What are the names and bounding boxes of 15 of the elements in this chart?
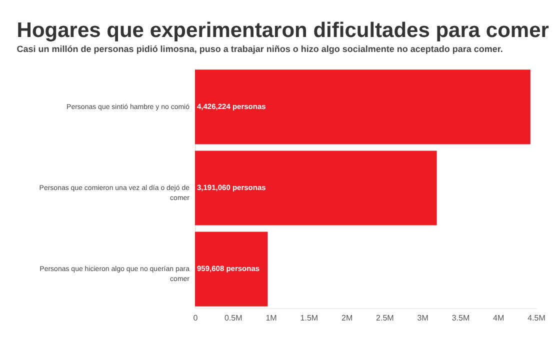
bar [195,70,530,144]
x-tick-label: 3.5M [452,314,470,322]
x-tick-label: 1M [266,314,278,322]
x-tick-label: 1.5M [300,314,318,322]
x-tick-label: 4.5M [528,314,546,322]
x-tick-label: 2.5M [376,314,394,322]
x-tick-label: 3M [417,314,429,322]
x-tick-label: 4M [493,314,504,322]
bar [195,232,268,306]
x-tick-label: 0.5M [224,314,243,322]
x-tick-label: 0 [193,314,198,322]
x-tick-label: 2M [341,314,353,322]
chart-title: Hogares que experimentaron dificultades para comer [16,19,549,42]
bar [195,150,437,226]
chart-subtitle: Casi un millón de personas pidió limosna, puso a trabajar niños o hizo algo socialmente no aceptado para comer. [16,44,503,54]
